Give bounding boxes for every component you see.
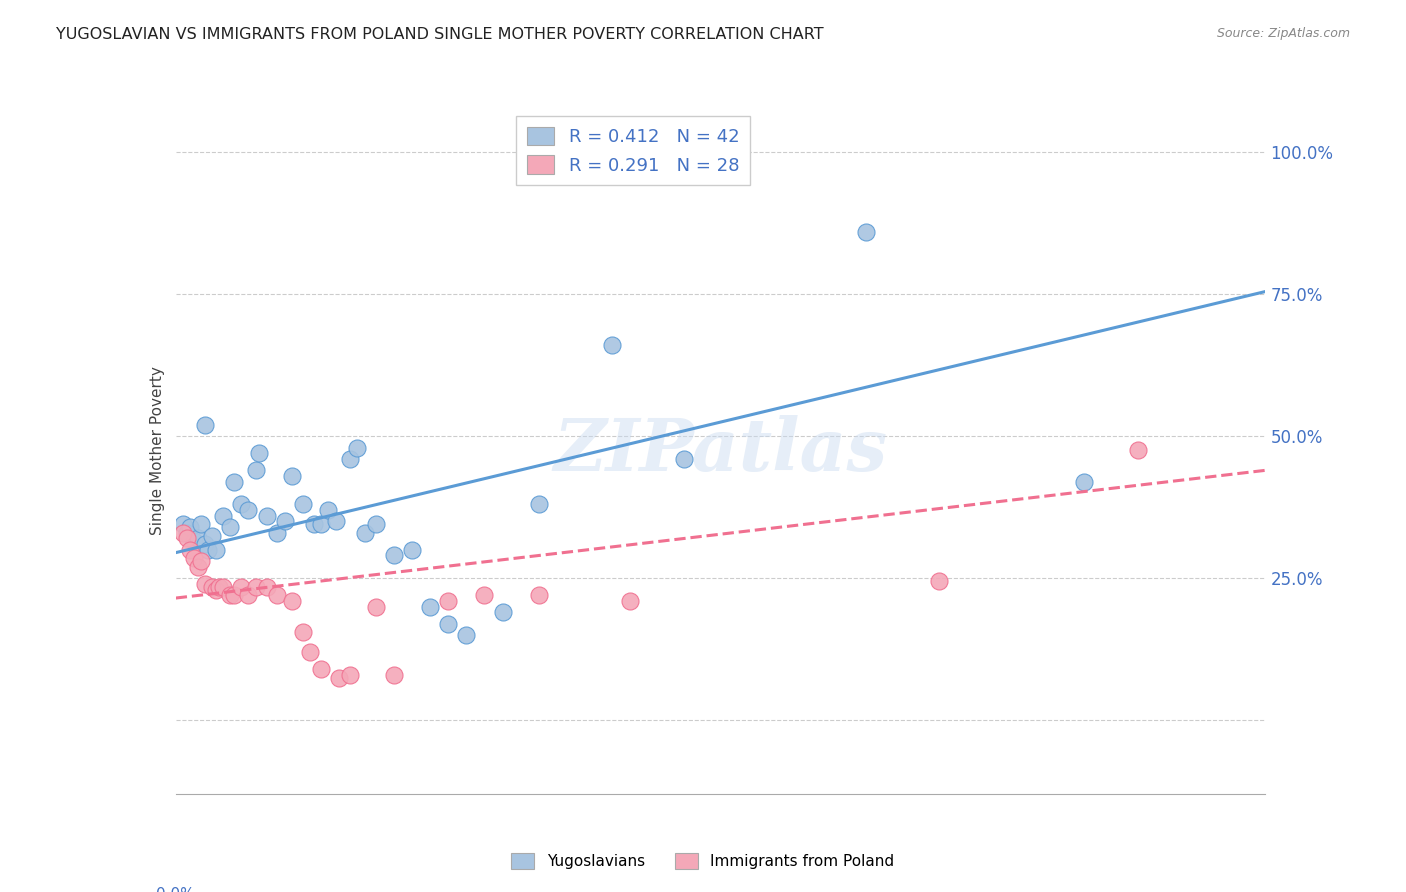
Point bbox=[299, 645, 322, 659]
Point bbox=[346, 441, 368, 455]
Point bbox=[382, 549, 405, 563]
Legend: R = 0.412   N = 42, R = 0.291   N = 28: R = 0.412 N = 42, R = 0.291 N = 28 bbox=[516, 116, 751, 186]
Y-axis label: Single Mother Poverty: Single Mother Poverty bbox=[149, 366, 165, 535]
Legend: Yugoslavians, Immigrants from Poland: Yugoslavians, Immigrants from Poland bbox=[505, 847, 901, 875]
Point bbox=[474, 588, 496, 602]
Point bbox=[212, 508, 235, 523]
Point bbox=[364, 517, 387, 532]
Point bbox=[204, 582, 226, 597]
Point bbox=[1128, 443, 1150, 458]
Text: Source: ZipAtlas.com: Source: ZipAtlas.com bbox=[1216, 27, 1350, 40]
Point bbox=[309, 662, 332, 676]
Point bbox=[245, 463, 267, 477]
Point bbox=[318, 503, 340, 517]
Point bbox=[190, 517, 212, 532]
Point bbox=[527, 588, 550, 602]
Point bbox=[186, 532, 209, 546]
Point bbox=[222, 588, 245, 602]
Point bbox=[194, 417, 217, 432]
Text: YUGOSLAVIAN VS IMMIGRANTS FROM POLAND SINGLE MOTHER POVERTY CORRELATION CHART: YUGOSLAVIAN VS IMMIGRANTS FROM POLAND SI… bbox=[56, 27, 824, 42]
Text: 0.0%: 0.0% bbox=[156, 887, 195, 892]
Point bbox=[208, 580, 231, 594]
Point bbox=[339, 452, 361, 467]
Point bbox=[176, 525, 198, 540]
Point bbox=[183, 551, 205, 566]
Point bbox=[339, 667, 361, 681]
Point bbox=[353, 525, 375, 540]
Point bbox=[179, 542, 201, 557]
Point bbox=[302, 517, 325, 532]
Point bbox=[673, 452, 696, 467]
Point bbox=[437, 594, 460, 608]
Point bbox=[238, 588, 260, 602]
Point bbox=[1073, 475, 1095, 489]
Point bbox=[201, 528, 224, 542]
Point bbox=[266, 525, 288, 540]
Point bbox=[456, 628, 478, 642]
Point bbox=[437, 616, 460, 631]
Point bbox=[281, 469, 304, 483]
Point bbox=[212, 580, 235, 594]
Point bbox=[401, 542, 423, 557]
Point bbox=[197, 542, 219, 557]
Point bbox=[219, 588, 242, 602]
Point bbox=[194, 577, 217, 591]
Point bbox=[219, 520, 242, 534]
Point bbox=[179, 520, 201, 534]
Point bbox=[274, 515, 297, 529]
Point bbox=[172, 525, 194, 540]
Point bbox=[204, 542, 226, 557]
Point bbox=[619, 594, 641, 608]
Point bbox=[600, 338, 623, 352]
Point bbox=[231, 580, 253, 594]
Point bbox=[928, 574, 950, 588]
Point bbox=[194, 537, 217, 551]
Point bbox=[364, 599, 387, 614]
Point bbox=[176, 532, 198, 546]
Point bbox=[256, 580, 278, 594]
Point bbox=[855, 225, 877, 239]
Point bbox=[245, 580, 267, 594]
Point bbox=[186, 559, 209, 574]
Point bbox=[201, 580, 224, 594]
Point bbox=[231, 497, 253, 511]
Point bbox=[172, 517, 194, 532]
Point bbox=[183, 534, 205, 549]
Point bbox=[266, 588, 288, 602]
Point bbox=[281, 594, 304, 608]
Point bbox=[419, 599, 441, 614]
Point bbox=[325, 515, 347, 529]
Point bbox=[190, 554, 212, 568]
Point bbox=[256, 508, 278, 523]
Point bbox=[291, 625, 314, 640]
Point bbox=[382, 667, 405, 681]
Point bbox=[527, 497, 550, 511]
Point bbox=[309, 517, 332, 532]
Point bbox=[238, 503, 260, 517]
Point bbox=[328, 671, 350, 685]
Point bbox=[291, 497, 314, 511]
Point bbox=[222, 475, 245, 489]
Point bbox=[247, 446, 270, 460]
Point bbox=[492, 605, 515, 619]
Text: ZIPatlas: ZIPatlas bbox=[554, 415, 887, 486]
